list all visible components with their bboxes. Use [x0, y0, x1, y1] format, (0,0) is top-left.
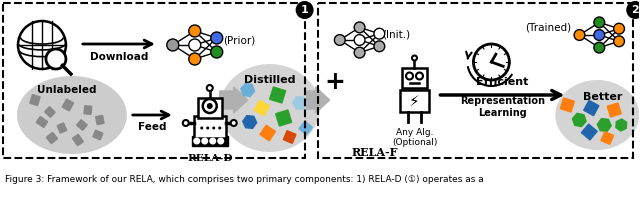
- Polygon shape: [284, 131, 296, 143]
- Circle shape: [354, 22, 365, 33]
- Circle shape: [594, 30, 605, 40]
- Polygon shape: [84, 106, 92, 114]
- Circle shape: [374, 28, 385, 39]
- Polygon shape: [243, 116, 257, 128]
- Polygon shape: [299, 121, 312, 135]
- Polygon shape: [62, 99, 74, 111]
- Circle shape: [207, 85, 212, 91]
- Polygon shape: [560, 98, 574, 112]
- Circle shape: [217, 138, 224, 145]
- Circle shape: [374, 41, 385, 52]
- Polygon shape: [45, 107, 55, 117]
- Bar: [399, 90, 429, 112]
- Circle shape: [354, 47, 365, 58]
- Ellipse shape: [556, 80, 639, 150]
- Circle shape: [211, 32, 223, 44]
- Circle shape: [203, 99, 217, 113]
- Circle shape: [614, 36, 625, 47]
- Circle shape: [18, 21, 66, 69]
- Circle shape: [209, 138, 216, 145]
- Text: +: +: [324, 70, 345, 94]
- Text: (Init.): (Init.): [383, 29, 411, 39]
- Polygon shape: [254, 100, 269, 116]
- Text: 1: 1: [301, 5, 308, 15]
- Circle shape: [627, 1, 640, 19]
- Circle shape: [206, 126, 209, 129]
- Circle shape: [296, 1, 314, 19]
- Circle shape: [354, 35, 365, 45]
- Text: Figure 3: Framework of our RELA, which comprises two primary components: 1) RELA: Figure 3: Framework of our RELA, which c…: [5, 175, 484, 184]
- Circle shape: [167, 39, 179, 51]
- Circle shape: [183, 120, 189, 126]
- Text: ⚡: ⚡: [409, 94, 420, 109]
- Text: Representation
Learning: Representation Learning: [460, 96, 545, 118]
- Text: RELA-D: RELA-D: [187, 154, 232, 163]
- Polygon shape: [57, 123, 67, 133]
- Circle shape: [201, 138, 208, 145]
- Circle shape: [594, 17, 605, 28]
- Text: RELA-F: RELA-F: [351, 147, 398, 158]
- Circle shape: [416, 72, 423, 80]
- Circle shape: [614, 23, 625, 34]
- Circle shape: [212, 126, 215, 129]
- Circle shape: [200, 126, 204, 129]
- Polygon shape: [276, 110, 292, 126]
- FancyArrow shape: [220, 87, 248, 113]
- Circle shape: [594, 42, 605, 53]
- Polygon shape: [77, 120, 87, 130]
- Polygon shape: [36, 117, 47, 127]
- Circle shape: [189, 39, 201, 51]
- Polygon shape: [241, 83, 255, 97]
- Text: (Prior): (Prior): [223, 35, 255, 45]
- Polygon shape: [72, 134, 83, 146]
- Polygon shape: [95, 115, 104, 125]
- Circle shape: [474, 44, 509, 80]
- Text: Download: Download: [90, 52, 148, 62]
- Text: Distilled: Distilled: [244, 75, 296, 85]
- Polygon shape: [616, 119, 627, 131]
- Polygon shape: [292, 97, 307, 109]
- Circle shape: [211, 46, 223, 58]
- Circle shape: [574, 30, 585, 40]
- FancyArrow shape: [307, 87, 330, 113]
- Text: Any Alg.
(Optional): Any Alg. (Optional): [392, 128, 437, 147]
- Circle shape: [189, 53, 201, 65]
- Bar: [401, 68, 428, 88]
- Ellipse shape: [220, 64, 319, 152]
- Circle shape: [412, 56, 417, 60]
- Polygon shape: [260, 125, 275, 141]
- Circle shape: [334, 35, 345, 45]
- Polygon shape: [581, 124, 597, 140]
- Polygon shape: [601, 132, 614, 144]
- Circle shape: [231, 120, 237, 126]
- Polygon shape: [30, 95, 40, 105]
- Bar: [192, 136, 228, 146]
- Polygon shape: [46, 132, 58, 144]
- Circle shape: [189, 25, 201, 37]
- Polygon shape: [584, 100, 599, 116]
- Circle shape: [46, 49, 66, 69]
- Polygon shape: [572, 113, 586, 127]
- Text: Better: Better: [582, 92, 622, 102]
- Bar: [194, 116, 226, 138]
- Circle shape: [207, 103, 212, 109]
- Polygon shape: [597, 119, 611, 131]
- Text: 2: 2: [631, 5, 639, 15]
- Ellipse shape: [17, 76, 127, 154]
- Polygon shape: [93, 130, 103, 140]
- Bar: [317, 3, 633, 158]
- Bar: [3, 3, 305, 158]
- Polygon shape: [607, 103, 621, 117]
- Text: Unlabeled: Unlabeled: [37, 85, 97, 95]
- Circle shape: [406, 72, 413, 80]
- Polygon shape: [269, 87, 285, 103]
- Circle shape: [218, 126, 221, 129]
- Bar: [198, 98, 221, 118]
- Circle shape: [193, 138, 200, 145]
- Text: (Trained): (Trained): [525, 22, 572, 32]
- Text: Feed: Feed: [138, 122, 166, 132]
- Text: Efficient: Efficient: [476, 77, 529, 87]
